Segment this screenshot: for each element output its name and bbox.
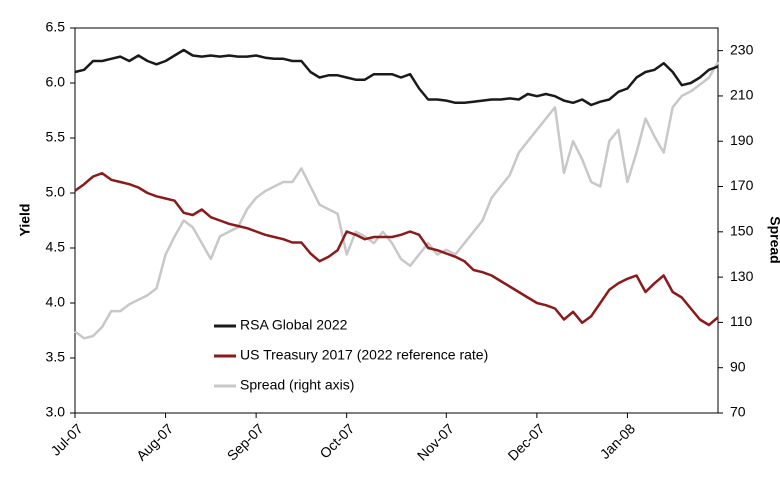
x-tick-label: Aug-07 <box>133 420 176 463</box>
x-tick-label: Nov-07 <box>414 420 457 463</box>
series-line <box>74 48 719 107</box>
y-axis-title: Yield <box>17 204 33 237</box>
y-tick-label: 5.5 <box>46 129 66 145</box>
y-tick-label: 4.0 <box>46 294 66 310</box>
y2-tick-label: 70 <box>730 404 746 420</box>
x-tick-label: Jul-07 <box>47 420 85 458</box>
legend-label: Spread (right axis) <box>240 377 354 393</box>
y2-tick-label: 230 <box>730 41 754 57</box>
series-line <box>74 171 719 327</box>
plot-frame <box>74 27 719 414</box>
y2-tick-label: 110 <box>730 313 753 329</box>
legend-label: RSA Global 2022 <box>240 317 348 333</box>
x-tick-label: Jan-08 <box>597 420 639 462</box>
y-tick-label: 3.5 <box>46 349 66 365</box>
y2-tick-label: 130 <box>730 268 754 284</box>
y2-tick-label: 210 <box>730 87 754 103</box>
series-line <box>74 61 720 340</box>
x-tick-label: Sep-07 <box>224 420 267 463</box>
x-tick-label: Oct-07 <box>316 420 357 461</box>
y-tick-label: 4.5 <box>46 239 66 255</box>
y2-tick-label: 170 <box>730 177 754 193</box>
y-tick-label: 3.0 <box>46 404 66 420</box>
y2-axis-title: Spread <box>767 216 780 263</box>
y-tick-label: 6.0 <box>46 74 66 90</box>
y-tick-label: 6.5 <box>46 19 66 35</box>
y2-tick-label: 190 <box>730 132 754 148</box>
y2-tick-label: 90 <box>730 358 746 374</box>
y-tick-label: 5.0 <box>46 184 66 200</box>
legend-label: US Treasury 2017 (2022 reference rate) <box>240 347 488 363</box>
x-tick-label: Dec-07 <box>504 420 547 463</box>
y2-tick-label: 150 <box>730 223 754 239</box>
